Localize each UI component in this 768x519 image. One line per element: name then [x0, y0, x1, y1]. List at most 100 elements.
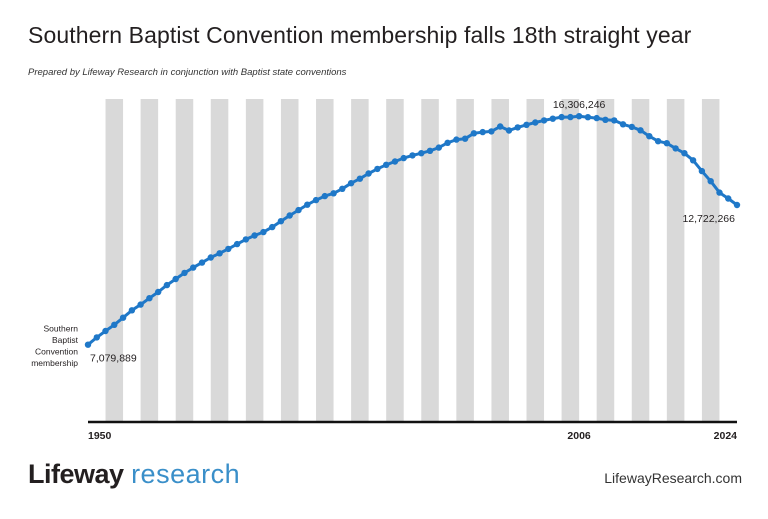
data-label-2024: 12,722,266 [682, 213, 735, 225]
grid-band [596, 99, 615, 421]
data-point-2020 [698, 167, 706, 175]
x-tick-label-2024: 2024 [714, 430, 738, 442]
chart-title: Southern Baptist Convention membership f… [28, 22, 692, 48]
grid-band [508, 99, 527, 421]
data-point-1980 [347, 180, 355, 187]
grid-band [403, 99, 422, 421]
grid-band [280, 99, 299, 421]
data-point-2016 [663, 140, 670, 147]
data-point-1971 [269, 223, 276, 231]
data-point-1986 [400, 154, 407, 162]
data-point-1951 [93, 334, 101, 341]
grid-band [228, 99, 247, 421]
data-point-1955 [128, 307, 136, 314]
grid-band [175, 99, 194, 421]
data-point-1992 [453, 136, 460, 143]
data-point-1991 [444, 139, 451, 146]
data-point-1956 [137, 301, 144, 308]
grid-band [123, 99, 141, 421]
data-point-2014 [646, 133, 653, 140]
grid-band [544, 99, 562, 421]
data-point-1999 [514, 124, 521, 131]
data-point-1984 [383, 161, 390, 168]
data-labels: 7,079,889 16,306,246 12,722,266 SouthernBap… [31, 99, 735, 368]
data-point-1953 [111, 321, 118, 328]
data-point-1978 [330, 190, 337, 197]
data-point-2007 [584, 114, 592, 121]
data-point-1963 [198, 259, 206, 266]
data-point-1983 [374, 165, 381, 173]
data-point-1989 [426, 147, 434, 154]
chart-subtitle: Prepared by Lifeway Research in conjunct… [28, 67, 347, 78]
grid-band [456, 99, 475, 421]
logo-part-research: research [131, 459, 241, 489]
data-point-2013 [637, 127, 644, 134]
data-point-2011 [619, 121, 627, 128]
data-point-2018 [681, 150, 688, 157]
data-point-1970 [260, 228, 267, 236]
data-point-1979 [339, 185, 346, 192]
data-point-1987 [409, 152, 416, 159]
logo-part-lifeway: Lifeway [28, 459, 124, 489]
grid-band [421, 99, 440, 421]
data-point-1952 [102, 327, 109, 335]
data-point-1959 [163, 281, 171, 289]
grid-band [368, 99, 387, 421]
data-point-1990 [435, 144, 442, 151]
grid-band [579, 99, 597, 421]
data-point-2012 [628, 123, 635, 131]
data-point-2000 [523, 121, 530, 128]
data-point-2019 [689, 157, 697, 164]
data-point-2017 [672, 145, 679, 152]
data-point-1972 [277, 218, 285, 225]
series-name-line: Convention [35, 347, 78, 357]
data-point-1954 [119, 314, 127, 321]
data-point-2009 [602, 116, 609, 124]
data-point-1965 [216, 250, 223, 257]
grid-band [526, 99, 545, 421]
data-point-1973 [286, 212, 293, 219]
grid-band [316, 99, 334, 421]
data-point-1964 [207, 254, 214, 261]
grid-band [333, 99, 352, 421]
grid-band [263, 99, 282, 421]
data-point-1995 [479, 128, 486, 136]
background-bands [88, 99, 738, 421]
data-point-2005 [567, 113, 574, 121]
data-point-1950 [84, 341, 92, 348]
website-link[interactable]: LifewayResearch.com [604, 470, 742, 486]
grid-band [701, 99, 720, 421]
grid-band [491, 99, 510, 421]
grid-band [719, 99, 738, 421]
grid-band [631, 99, 650, 421]
data-point-1988 [418, 150, 425, 157]
data-point-1975 [304, 201, 311, 208]
grid-band [666, 99, 685, 421]
grid-band [561, 99, 580, 421]
data-point-2010 [611, 117, 618, 124]
data-point-1968 [242, 236, 250, 243]
data-point-1958 [155, 288, 162, 296]
data-point-2023 [725, 195, 732, 202]
x-tick-label-1950: 1950 [88, 430, 112, 442]
series-name-line: Southern [44, 324, 79, 334]
lifeway-research-logo[interactable]: Lifeway research [28, 459, 240, 490]
data-point-1974 [295, 206, 302, 214]
grid-band [88, 99, 106, 421]
data-point-1982 [365, 170, 372, 177]
grid-band [298, 99, 317, 421]
data-point-1997 [497, 123, 504, 130]
grid-band [473, 99, 492, 421]
data-point-2006 [575, 113, 583, 120]
data-point-1994 [470, 130, 478, 137]
grid-band [351, 99, 369, 421]
data-label-1950: 7,079,889 [90, 353, 137, 365]
x-tick-label-2006: 2006 [567, 430, 591, 442]
data-point-1993 [461, 135, 469, 142]
grid-band [105, 99, 124, 421]
data-point-2021 [707, 178, 714, 185]
data-point-1976 [312, 196, 320, 204]
grid-band [438, 99, 457, 421]
data-label-2006: 16,306,246 [553, 99, 606, 111]
